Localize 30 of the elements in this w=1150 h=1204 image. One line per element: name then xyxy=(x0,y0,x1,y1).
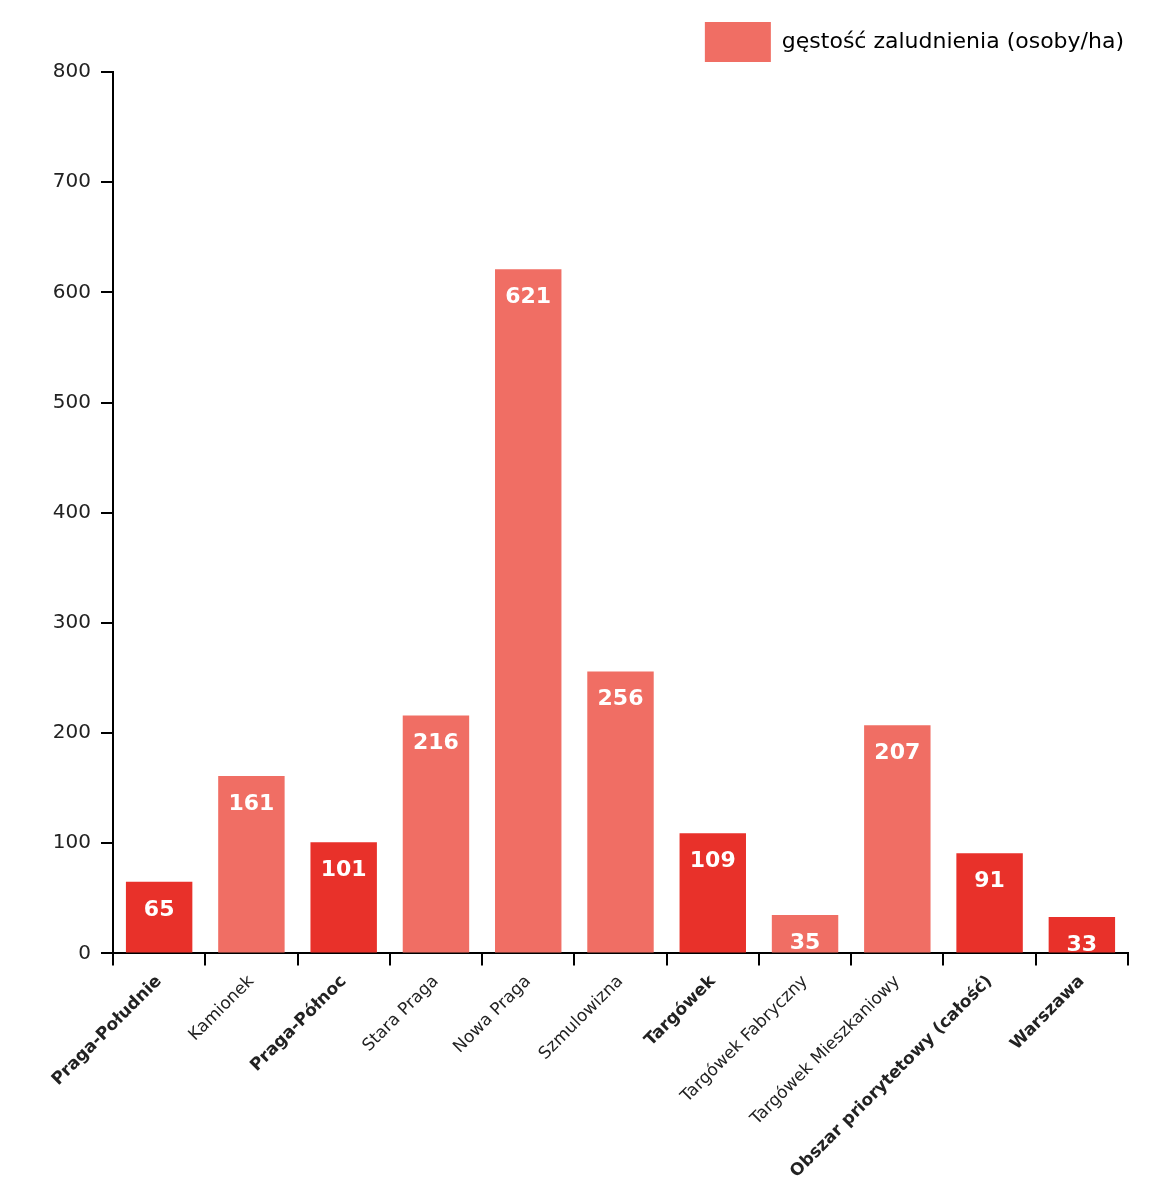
data-label: 35 xyxy=(789,928,821,954)
data-label: 109 xyxy=(689,847,736,873)
bar xyxy=(956,853,1023,953)
bar xyxy=(864,725,931,953)
legend-label: gęstość zaludnienia (osoby/ha) xyxy=(781,27,1124,53)
data-label: 207 xyxy=(874,739,921,765)
y-tick-label: 800 xyxy=(52,58,91,83)
bar xyxy=(587,671,654,953)
y-tick-label: 700 xyxy=(52,168,91,193)
y-tick-label: 500 xyxy=(52,388,91,413)
data-label: 65 xyxy=(143,895,175,921)
data-label: 101 xyxy=(320,855,367,881)
bar xyxy=(495,269,562,953)
data-label: 256 xyxy=(597,685,644,711)
data-label: 161 xyxy=(228,789,275,815)
data-label: 216 xyxy=(412,729,459,755)
bar xyxy=(218,776,285,953)
y-tick-label: 300 xyxy=(52,609,91,634)
bar xyxy=(679,833,746,953)
data-label: 621 xyxy=(505,282,552,308)
y-tick-label: 200 xyxy=(52,719,91,744)
y-tick-label: 600 xyxy=(52,278,91,303)
bar xyxy=(125,881,193,953)
y-tick-label: 100 xyxy=(52,829,91,854)
bar xyxy=(310,842,377,953)
data-label: 91 xyxy=(974,866,1005,892)
y-tick-label: 400 xyxy=(52,498,91,523)
bar xyxy=(402,715,470,953)
y-tick-label: 0 xyxy=(78,939,91,964)
data-label: 33 xyxy=(1066,930,1098,956)
